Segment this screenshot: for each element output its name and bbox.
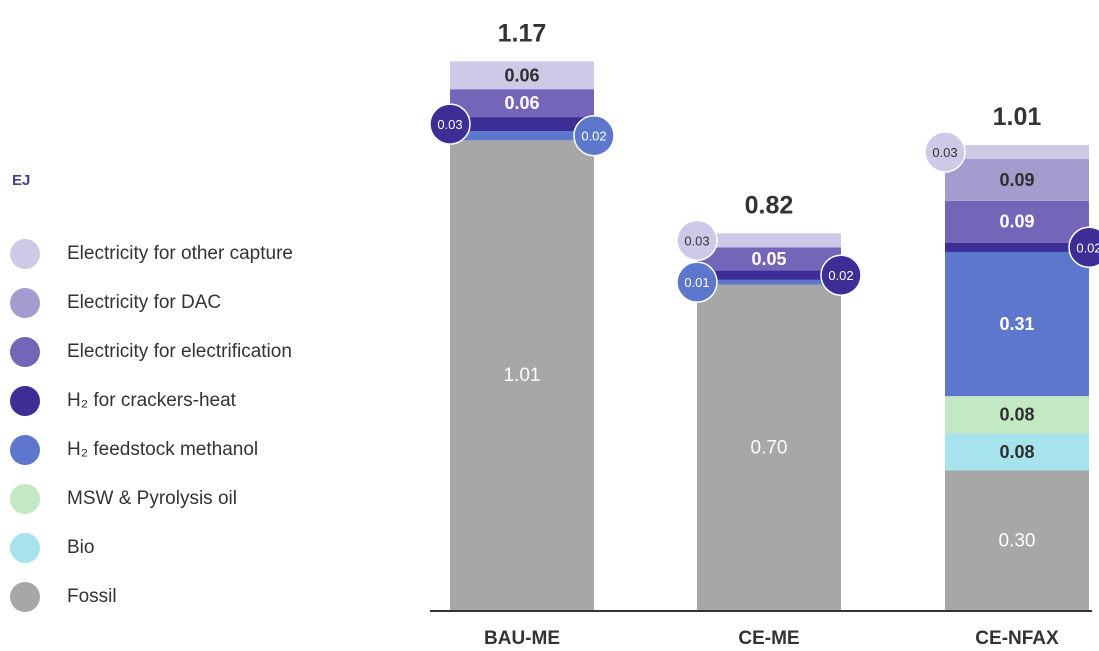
- value-bubble: [573, 114, 615, 157]
- legend-item: Electricity for DAC: [10, 288, 390, 320]
- bar-segment: [945, 200, 1089, 243]
- legend-swatch: [10, 239, 40, 269]
- data-label: 0.70: [751, 437, 788, 458]
- bar-segment: [945, 396, 1089, 434]
- bar-segment: [945, 251, 1089, 397]
- bubble-label: 0.03: [932, 145, 957, 160]
- value-bubble: [676, 261, 718, 303]
- bubble-label: 0.03: [684, 233, 709, 248]
- bar-segment: [945, 433, 1089, 471]
- legend-item: Electricity for other capture: [10, 239, 390, 271]
- value-bubble: [676, 219, 718, 262]
- unit-label: EJ: [12, 172, 31, 189]
- legend-swatch: [10, 533, 40, 563]
- category-label: CE-ME: [738, 628, 799, 649]
- legend-swatch: [10, 435, 40, 465]
- data-label: 0.05: [751, 249, 786, 269]
- legend-swatch: [10, 337, 40, 367]
- data-label: 0.09: [999, 212, 1034, 232]
- bar-segment: [697, 284, 841, 610]
- bar-segment: [945, 145, 1089, 159]
- bar-segment: [945, 470, 1089, 610]
- legend-label: H₂ feedstock methanol: [67, 439, 259, 460]
- total-label: 1.01: [993, 103, 1042, 131]
- data-label: 0.09: [999, 170, 1034, 190]
- bar-segment: [697, 247, 841, 271]
- legend-swatch: [10, 484, 40, 514]
- bar-segment: [450, 117, 594, 132]
- data-label: 0.30: [999, 530, 1036, 551]
- bar-segment: [450, 89, 594, 118]
- value-bubble: [924, 131, 966, 173]
- legend-label: Fossil: [67, 586, 117, 607]
- data-label: 0.08: [999, 405, 1034, 425]
- bar-segment: [697, 279, 841, 285]
- legend-swatch: [10, 386, 40, 416]
- legend-item: Bio: [10, 533, 390, 565]
- bar-segment: [450, 140, 594, 610]
- legend-item: H₂ for crackers-heat: [10, 386, 390, 418]
- legend-item: H₂ feedstock methanol: [10, 435, 390, 467]
- bubble-label: 0.02: [828, 268, 853, 283]
- data-label: 0.08: [999, 442, 1034, 462]
- bar-segment: [450, 131, 594, 141]
- data-label: 0.31: [999, 314, 1034, 334]
- bar-segment: [697, 270, 841, 280]
- legend-label: MSW & Pyrolysis oil: [67, 488, 237, 509]
- value-bubble: [1068, 226, 1099, 269]
- legend-label: Electricity for electrification: [67, 341, 292, 362]
- legend-label: H₂ for crackers-heat: [67, 390, 236, 411]
- legend-label: Electricity for other capture: [67, 243, 293, 264]
- legend-swatch: [10, 582, 40, 612]
- bubble-label: 0.01: [684, 275, 709, 290]
- bar-segment: [697, 233, 841, 248]
- legend-item: Fossil: [10, 582, 390, 614]
- bubble-label: 0.02: [1076, 240, 1099, 255]
- total-label: 1.17: [498, 19, 547, 47]
- bar-segment: [945, 242, 1089, 252]
- data-label: 0.06: [504, 65, 539, 85]
- category-label: BAU-ME: [484, 628, 560, 649]
- category-label: CE-NFAX: [975, 628, 1059, 649]
- bar-segment: [450, 61, 594, 90]
- bar-segment: [945, 158, 1089, 201]
- total-label: 0.82: [745, 191, 794, 219]
- bubble-label: 0.02: [581, 129, 606, 144]
- legend-swatch: [10, 288, 40, 318]
- value-bubble: [820, 254, 862, 296]
- data-label: 1.01: [504, 365, 541, 386]
- legend-item: Electricity for electrification: [10, 337, 390, 369]
- legend-item: MSW & Pyrolysis oil: [10, 484, 390, 516]
- value-bubble: [429, 103, 471, 145]
- legend-label: Bio: [67, 537, 95, 558]
- legend-label: Electricity for DAC: [67, 292, 222, 313]
- bubble-label: 0.03: [437, 117, 462, 132]
- data-label: 0.06: [504, 93, 539, 113]
